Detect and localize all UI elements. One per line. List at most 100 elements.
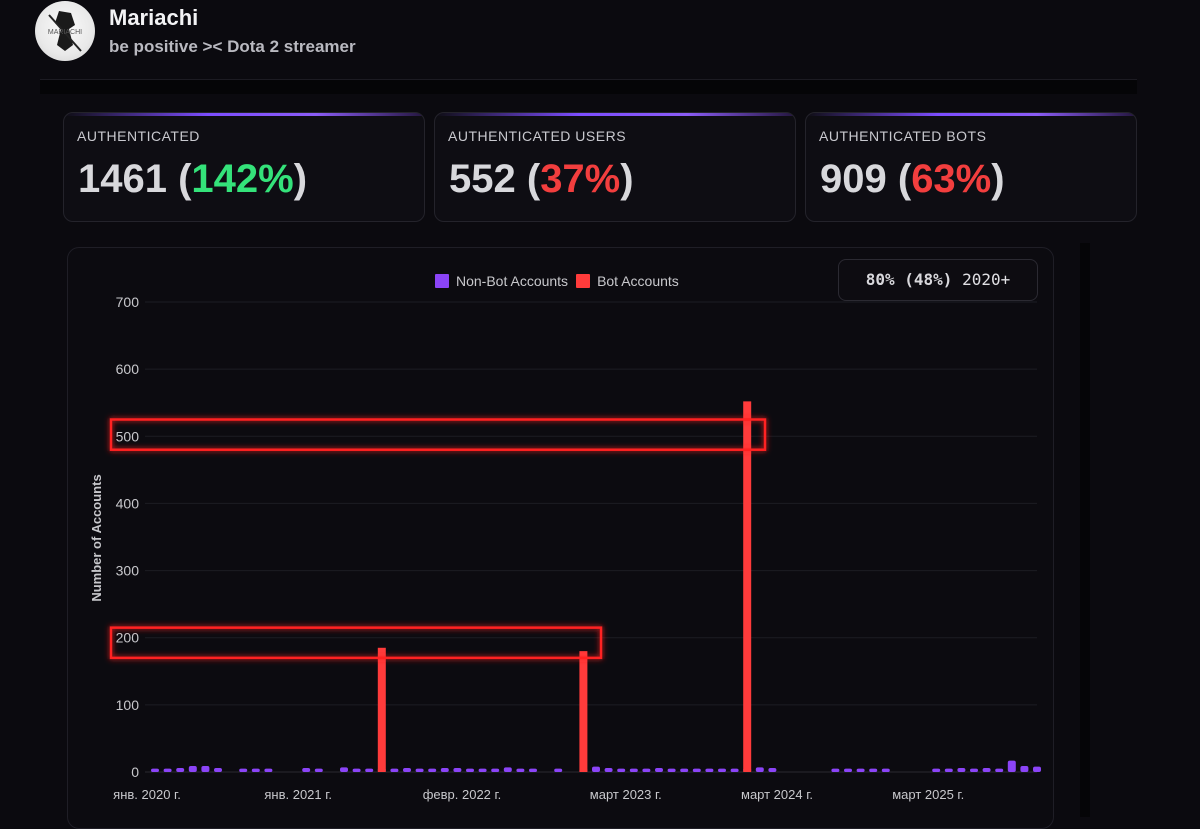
svg-text:MARIACHI: MARIACHI xyxy=(48,29,82,36)
non-bot-bar xyxy=(844,768,852,772)
bot-bar xyxy=(743,401,752,772)
card-percent: 37% xyxy=(540,157,621,201)
non-bot-bar xyxy=(1007,760,1016,772)
y-tick-label: 200 xyxy=(116,630,140,646)
non-bot-bar xyxy=(982,767,991,772)
card-count: 552 xyxy=(449,157,516,201)
non-bot-bar xyxy=(403,767,411,772)
non-bot-bar xyxy=(604,767,613,772)
non-bot-bar xyxy=(453,767,462,772)
non-bot-bar xyxy=(831,768,840,772)
y-tick-label: 0 xyxy=(131,764,139,780)
non-bot-bar xyxy=(667,768,676,772)
card-count: 1461 xyxy=(78,157,167,201)
non-bot-bar xyxy=(617,768,626,772)
non-bot-bar xyxy=(188,765,197,772)
non-bot-bar xyxy=(869,768,878,772)
non-bot-bar xyxy=(302,767,311,772)
channel-title: Mariachi xyxy=(109,5,199,30)
bot-bar xyxy=(579,651,588,772)
non-bot-bar xyxy=(755,767,764,772)
non-bot-bar xyxy=(718,768,726,772)
y-tick-label: 400 xyxy=(116,495,140,511)
non-bot-bar xyxy=(466,768,474,772)
non-bot-bar xyxy=(629,768,638,772)
non-bot-bar xyxy=(881,768,890,772)
non-bot-bar xyxy=(995,768,1004,772)
non-bot-bar xyxy=(730,768,739,772)
non-bot-bar xyxy=(314,768,323,772)
non-bot-bar xyxy=(529,768,537,772)
y-tick-label: 100 xyxy=(116,697,140,713)
legend-swatch-bot xyxy=(576,274,591,288)
y-tick-label: 700 xyxy=(116,294,140,310)
card-percent: 63% xyxy=(911,157,992,201)
chart-panel xyxy=(67,247,1054,829)
x-tick-label: янв. 2020 г. xyxy=(113,787,181,802)
legend-item-bot[interactable]: Bot Accounts xyxy=(597,273,679,289)
non-bot-bar xyxy=(768,767,777,772)
highlight-box xyxy=(109,418,767,451)
y-tick-label: 600 xyxy=(116,361,140,377)
x-tick-label: февр. 2022 г. xyxy=(423,787,502,802)
y-axis-label: Number of Accounts xyxy=(89,474,104,601)
x-tick-label: март 2024 г. xyxy=(741,787,813,802)
non-bot-bar xyxy=(554,768,563,772)
legend-item-non-bot[interactable]: Non-Bot Accounts xyxy=(456,273,569,289)
non-bot-bar xyxy=(692,768,701,772)
card-percent: 142% xyxy=(191,157,294,201)
non-bot-bar xyxy=(163,768,172,772)
authenticated-users-card: AUTHENTICATED USERS 552 (37%) xyxy=(434,112,796,222)
non-bot-bar xyxy=(1033,766,1041,772)
non-bot-bar xyxy=(642,768,651,772)
card-label: AUTHENTICATED USERS xyxy=(448,128,627,144)
ratio-badge: 80% (48%) 2020+ xyxy=(838,259,1038,301)
non-bot-bar xyxy=(176,767,185,772)
ratio-range: 2020+ xyxy=(962,270,1011,289)
bot-bar xyxy=(377,647,386,772)
non-bot-bar xyxy=(944,768,953,772)
non-bot-bar xyxy=(352,768,361,772)
non-bot-bar xyxy=(365,768,374,772)
non-bot-bar xyxy=(957,767,966,772)
card-value: 1461 (142%) xyxy=(78,157,308,201)
card-value: 909 (63%) xyxy=(820,157,1005,201)
card-value: 552 (37%) xyxy=(449,157,634,201)
card-count: 909 xyxy=(820,157,887,201)
non-bot-bar xyxy=(239,768,248,772)
non-bot-bar xyxy=(503,767,512,772)
x-tick-label: март 2023 г. xyxy=(590,787,662,802)
non-bot-bar xyxy=(440,767,449,772)
non-bot-bar xyxy=(251,768,260,772)
non-bot-bar xyxy=(264,768,273,772)
card-label: AUTHENTICATED xyxy=(77,128,200,144)
non-bot-bar xyxy=(516,768,525,772)
channel-avatar: MARIACHI xyxy=(35,1,95,61)
header-divider xyxy=(40,79,1137,94)
y-tick-label: 300 xyxy=(116,563,140,579)
y-tick-label: 500 xyxy=(116,428,140,444)
avatar-logo-icon: MARIACHI xyxy=(48,11,82,52)
non-bot-bar xyxy=(592,766,600,772)
non-bot-bar xyxy=(705,768,714,772)
non-bot-bar xyxy=(151,768,159,772)
non-bot-bar xyxy=(214,767,222,772)
non-bot-bar xyxy=(478,768,487,772)
non-bot-bar xyxy=(491,768,500,772)
x-tick-label: март 2025 г. xyxy=(892,787,964,802)
highlight-box xyxy=(109,626,603,660)
scrollbar[interactable] xyxy=(1080,243,1090,817)
non-bot-bar xyxy=(932,768,941,772)
non-bot-bar xyxy=(1020,765,1029,772)
channel-subtitle: be positive >< Dota 2 streamer xyxy=(109,37,356,56)
ratio-value: 80% (48%) xyxy=(865,270,953,289)
non-bot-bar xyxy=(390,768,399,772)
card-label: AUTHENTICATED BOTS xyxy=(819,128,987,144)
non-bot-bar xyxy=(680,768,689,772)
authenticated-bots-card: AUTHENTICATED BOTS 909 (63%) xyxy=(805,112,1137,222)
non-bot-bar xyxy=(970,768,978,772)
non-bot-bar xyxy=(340,767,348,772)
non-bot-bar xyxy=(856,768,865,772)
non-bot-bar xyxy=(655,767,663,772)
